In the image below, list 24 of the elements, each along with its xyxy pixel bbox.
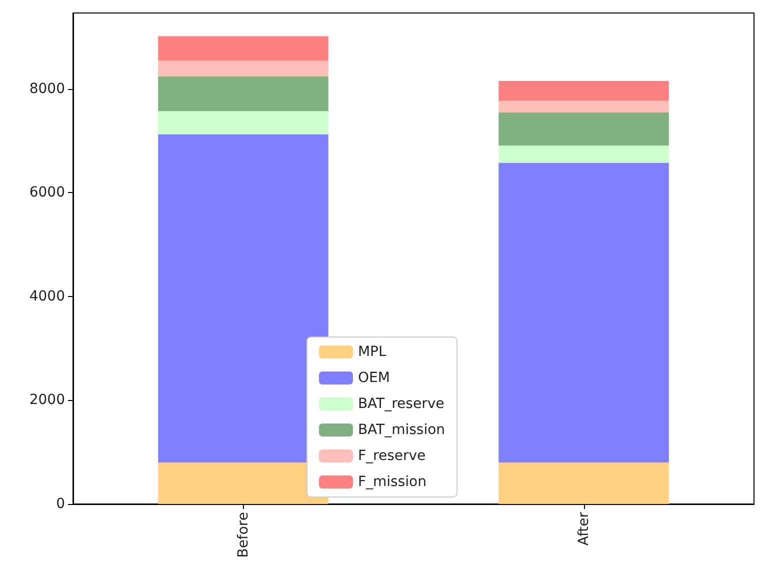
- legend-label: F_reserve: [358, 448, 426, 464]
- bar: [498, 462, 669, 504]
- y-tick-label: 4000: [29, 288, 65, 304]
- y-tick-label: 8000: [29, 80, 65, 97]
- bar: [158, 134, 328, 462]
- bar: [498, 81, 669, 101]
- bar: [498, 162, 669, 462]
- bar: [498, 100, 669, 112]
- legend-label: BAT_reserve: [358, 396, 444, 412]
- legend-label: MPL: [358, 344, 386, 360]
- bar: [158, 111, 328, 134]
- bar: [158, 36, 328, 61]
- legend-label: F_mission: [358, 474, 426, 490]
- x-tick-label: After: [576, 512, 592, 546]
- y-tick-label: 6000: [29, 184, 65, 201]
- bar: [498, 112, 669, 146]
- bar: [498, 146, 669, 163]
- bar: [158, 60, 328, 76]
- y-tick-label: 2000: [29, 392, 65, 408]
- bar: [158, 76, 328, 112]
- legend-label: OEM: [358, 370, 390, 386]
- x-tick-label: Before: [235, 512, 252, 558]
- legend-label: BAT_mission: [358, 422, 446, 438]
- y-tick-label: 0: [56, 496, 65, 512]
